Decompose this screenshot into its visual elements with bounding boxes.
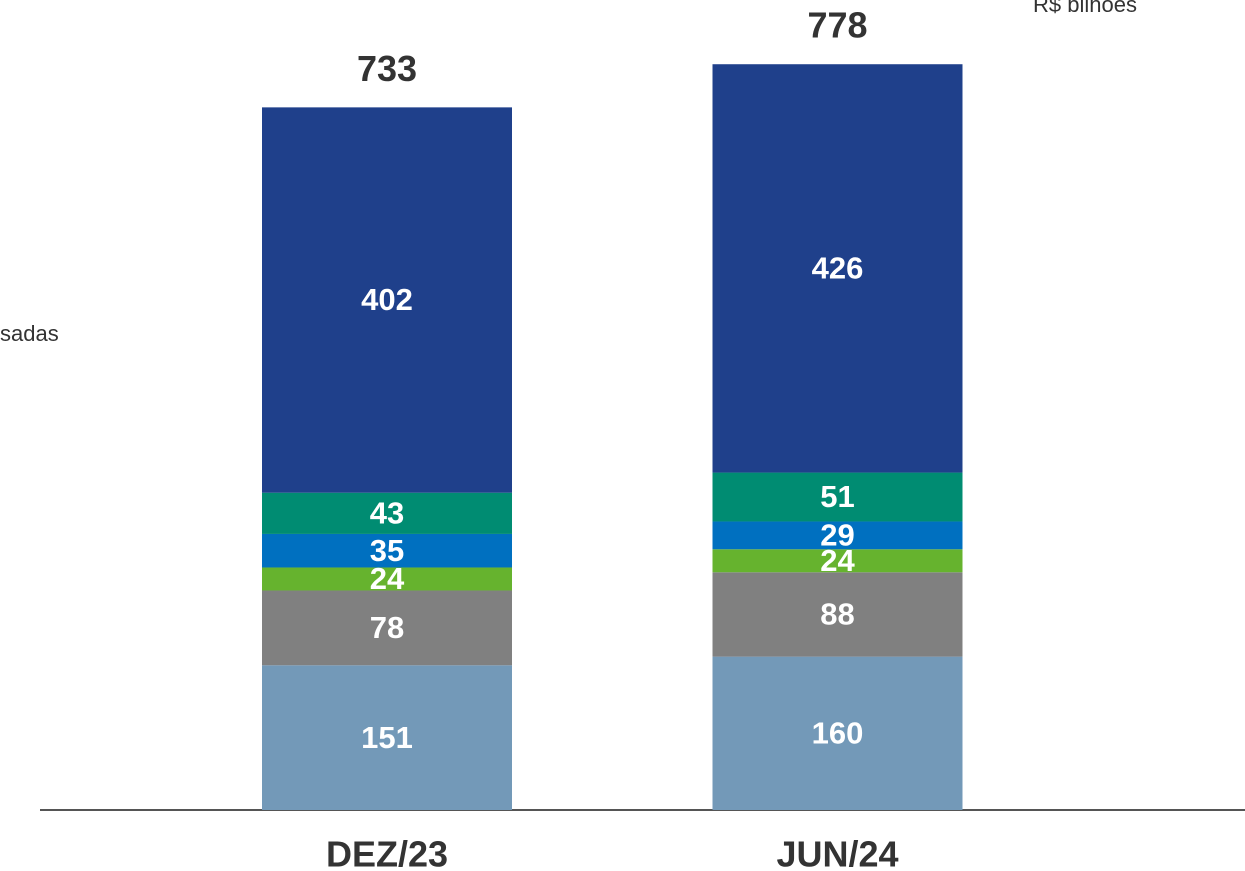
- segment-label: 78: [370, 610, 404, 645]
- bar-segment: [712, 549, 963, 573]
- x-tick-label: DEZ/23: [326, 834, 448, 871]
- segment-label: 35: [370, 533, 404, 568]
- segment-label: 29: [820, 518, 854, 553]
- bar-segment: [712, 472, 963, 522]
- segment-label: 151: [361, 720, 413, 755]
- segment-label: 51: [820, 479, 854, 514]
- bar-segment: [262, 107, 512, 493]
- annotation: sadas: [0, 321, 59, 346]
- bar-segment: [262, 567, 512, 591]
- segment-label: 402: [361, 282, 413, 317]
- bar-segment: [262, 590, 512, 666]
- bar-segment: [712, 64, 963, 473]
- bar-segment: [712, 572, 963, 657]
- segment-label: 88: [820, 597, 854, 632]
- segment-label: 426: [812, 251, 864, 286]
- x-tick-label: JUN/24: [776, 834, 898, 871]
- unit-label: R$ bilhões: [1033, 0, 1137, 17]
- bar-segment: [262, 492, 512, 534]
- segment-label: 43: [370, 496, 404, 531]
- total-label: 733: [357, 48, 417, 89]
- total-label: 778: [807, 5, 867, 46]
- bar-segment: [262, 665, 512, 810]
- bar-segment: [712, 521, 963, 550]
- bar-segment: [712, 656, 963, 810]
- segment-label: 160: [812, 716, 864, 751]
- bar-segment: [262, 533, 512, 568]
